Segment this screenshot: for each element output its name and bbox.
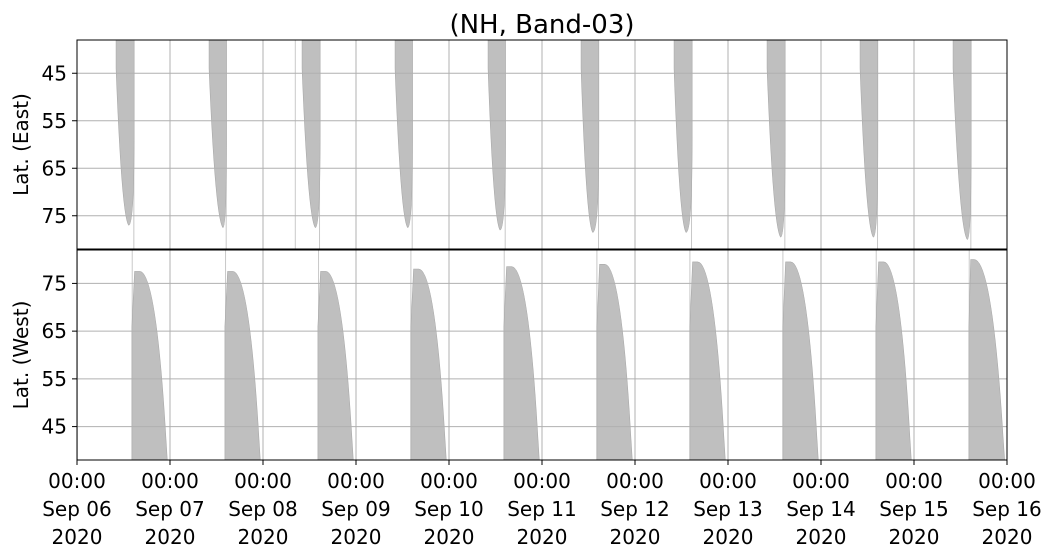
x-axis-ticks: 00:00 Sep 06 2020 00:00 Sep 07 2020 00:00 Sep 0… — [42, 460, 1042, 549]
x-tick-label-5-line-1: Sep 11 — [507, 497, 577, 521]
west-coverage-band-1 — [224, 271, 261, 461]
x-tick-label-6-line-0: 00:00 — [606, 469, 664, 493]
west-coverage-band-6 — [689, 261, 726, 461]
east-ytick-label-3: 75 — [42, 204, 67, 228]
x-tick-label-10-line-2: 2020 — [982, 525, 1033, 549]
east-coverage-layer — [115, 39, 972, 249]
west-ytick-label-0: 45 — [42, 415, 67, 439]
x-tick-label-5-line-0: 00:00 — [513, 469, 571, 493]
y-axis-label-west: Lat. (West) — [9, 301, 33, 410]
west-ytick-label-3: 75 — [42, 271, 67, 295]
west-coverage-band-9 — [968, 259, 1005, 461]
x-tick-label-6-line-1: Sep 12 — [600, 497, 670, 521]
x-tick-label-4-line-2: 2020 — [424, 525, 475, 549]
x-tick-label-7-line-0: 00:00 — [699, 469, 757, 493]
panel-west: 45 55 65 75 Lat. (West) — [9, 249, 1008, 461]
x-tick-label-7-line-2: 2020 — [703, 525, 754, 549]
east-coverage-band-6 — [673, 39, 693, 233]
x-tick-label-3-line-2: 2020 — [331, 525, 382, 549]
east-coverage-band-0 — [115, 39, 135, 226]
west-coverage-band-2 — [317, 271, 354, 461]
east-ytick-label-2: 65 — [42, 156, 67, 180]
west-coverage-band-3 — [410, 268, 447, 461]
east-coverage-band-9 — [952, 39, 972, 240]
x-tick-label-2-line-2: 2020 — [238, 525, 289, 549]
west-coverage-band-0 — [131, 271, 168, 461]
chart-title: (NH, Band-03) — [449, 10, 634, 40]
x-tick-label-9-line-0: 00:00 — [885, 469, 943, 493]
x-tick-label-3-line-1: Sep 09 — [321, 497, 391, 521]
x-tick-label-10-line-0: 00:00 — [978, 469, 1036, 493]
x-tick-label-0-line-1: Sep 06 — [42, 497, 112, 521]
west-coverage-band-4 — [503, 266, 540, 461]
east-coverage-band-4 — [487, 39, 506, 231]
x-tick-label-4-line-1: Sep 10 — [414, 497, 484, 521]
west-coverage-band-7 — [782, 261, 819, 461]
y-axis-label-east: Lat. (East) — [9, 93, 33, 196]
east-coverage-band-1 — [208, 39, 227, 228]
east-coverage-band-3 — [394, 39, 413, 228]
x-tick-label-0-line-2: 2020 — [52, 525, 103, 549]
x-tick-label-1-line-0: 00:00 — [141, 469, 199, 493]
west-ytick-label-2: 65 — [42, 319, 67, 343]
west-coverage-band-8 — [875, 261, 912, 461]
x-tick-label-10-line-1: Sep 16 — [972, 497, 1042, 521]
east-coverage-band-8 — [859, 39, 879, 238]
x-tick-label-6-line-2: 2020 — [610, 525, 661, 549]
x-tick-label-8-line-1: Sep 14 — [786, 497, 856, 521]
x-tick-label-9-line-2: 2020 — [889, 525, 940, 549]
x-tick-label-1-line-1: Sep 07 — [135, 497, 205, 521]
east-ytick-label-0: 45 — [42, 61, 67, 85]
east-y-ticks: 45 55 65 75 — [42, 61, 77, 228]
west-ytick-label-1: 55 — [42, 367, 67, 391]
west-coverage-layer — [76, 250, 1005, 461]
x-tick-label-8-line-2: 2020 — [796, 525, 847, 549]
east-coverage-band-2 — [301, 39, 321, 228]
x-tick-label-2-line-1: Sep 08 — [228, 497, 298, 521]
x-tick-label-2-line-0: 00:00 — [234, 469, 292, 493]
west-y-ticks: 45 55 65 75 — [42, 271, 77, 439]
x-tick-label-1-line-2: 2020 — [145, 525, 196, 549]
x-tick-label-3-line-0: 00:00 — [327, 469, 385, 493]
x-tick-label-4-line-0: 00:00 — [420, 469, 478, 493]
panel-east-frame — [76, 39, 1008, 250]
west-coverage-band-5 — [596, 264, 633, 461]
x-tick-label-9-line-1: Sep 15 — [879, 497, 949, 521]
west-grid — [76, 250, 1008, 460]
x-tick-label-8-line-0: 00:00 — [792, 469, 850, 493]
east-coverage-band-5 — [580, 39, 600, 233]
east-ytick-label-1: 55 — [42, 109, 67, 133]
x-tick-label-7-line-1: Sep 13 — [693, 497, 763, 521]
east-coverage-band-7 — [766, 39, 786, 238]
panel-east: 45 55 65 75 Lat. (East) — [9, 39, 1008, 250]
x-tick-label-5-line-2: 2020 — [517, 525, 568, 549]
x-tick-label-0-line-0: 00:00 — [48, 469, 106, 493]
